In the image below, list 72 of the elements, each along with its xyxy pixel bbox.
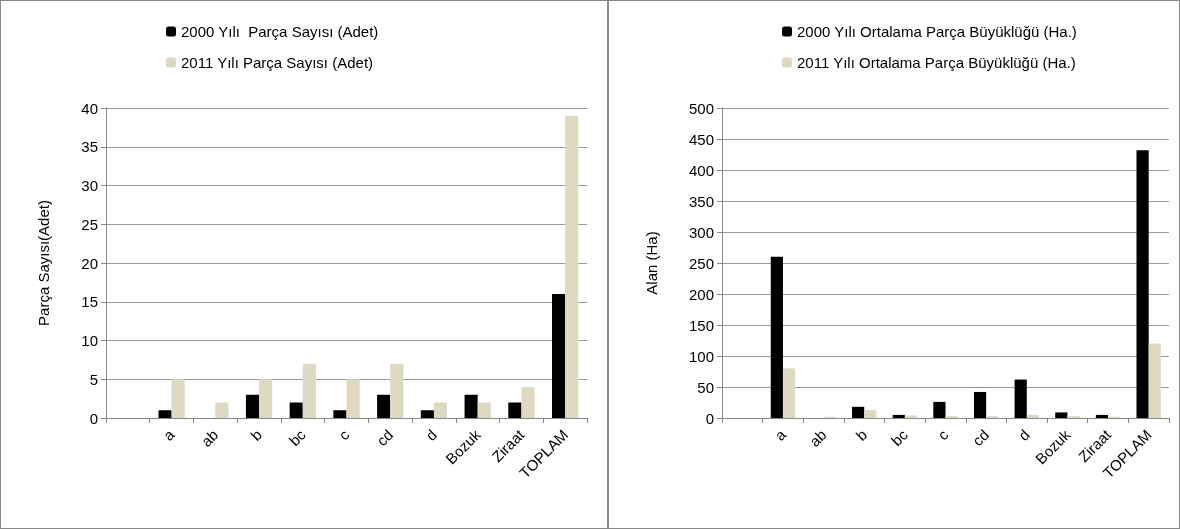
bar (377, 394, 391, 418)
x-tick-label: b (852, 425, 871, 444)
bar (892, 414, 905, 418)
y-tick-label: 5 (89, 370, 98, 388)
x-tick-label: bc (887, 425, 912, 450)
bar (864, 409, 877, 418)
bar (782, 368, 796, 418)
y-tick-label: 100 (688, 347, 714, 365)
bar (333, 410, 347, 418)
y-tick-label: 0 (705, 409, 714, 427)
y-tick-label: 40 (81, 99, 98, 117)
x-tick-label: cd (968, 425, 993, 450)
bar (245, 394, 260, 418)
bar (508, 402, 522, 418)
x-tick-label: b (247, 425, 266, 444)
bar (477, 402, 491, 418)
y-tick-label: 500 (688, 99, 714, 117)
bar (1148, 343, 1161, 418)
y-tick-label: 15 (81, 293, 98, 311)
bar (852, 406, 865, 418)
x-tick-label: a (771, 425, 790, 444)
y-tick-label: 150 (688, 316, 714, 334)
bar (289, 402, 303, 418)
bar (420, 410, 434, 418)
y-axis-title: Parça Sayısı(Adet) (35, 200, 52, 326)
bar (215, 402, 229, 418)
bar (302, 363, 316, 418)
y-axis-title: Alan (Ha) (643, 231, 660, 295)
bar (346, 379, 360, 418)
bar (1136, 150, 1149, 418)
bar (521, 387, 535, 418)
x-tick-label: a (159, 425, 179, 444)
y-tick-label: 350 (688, 192, 714, 210)
y-tick-label: 300 (688, 223, 714, 241)
bar (1055, 412, 1068, 418)
y-tick-label: 50 (697, 378, 714, 396)
bar (1026, 414, 1039, 418)
y-tick-label: 0 (89, 409, 98, 427)
bar (158, 410, 172, 418)
y-tick-label: 450 (688, 130, 714, 148)
bar (1014, 379, 1027, 418)
x-tick-label: ab (197, 425, 222, 450)
legend-label: 2000 Yılı Parça Sayısı (Adet) (181, 23, 379, 40)
x-tick-label: d (422, 425, 440, 444)
bar (433, 402, 448, 418)
x-tick-label: bc (285, 425, 310, 450)
legend-label: 2011 Yılı Ortalama Parça Büyüklüğü (Ha.) (797, 54, 1076, 71)
y-tick-label: 400 (688, 161, 714, 179)
bar (464, 394, 478, 418)
bar (259, 379, 273, 418)
bar (171, 379, 185, 418)
y-tick-label: 20 (81, 254, 98, 272)
bar (1095, 414, 1109, 418)
y-tick-label: 35 (81, 138, 98, 156)
y-tick-label: 250 (688, 254, 714, 272)
legend-label: 2000 Yılı Ortalama Parça Büyüklüğü (Ha.) (797, 23, 1077, 40)
bar (565, 115, 579, 418)
bar (973, 391, 987, 418)
y-tick-label: 200 (688, 285, 714, 303)
x-tick-label: ab (805, 425, 830, 450)
x-tick-label: c (335, 425, 353, 444)
bar (390, 363, 404, 418)
bar (933, 401, 946, 418)
bar (770, 256, 783, 418)
y-tick-label: 30 (81, 177, 98, 194)
y-tick-label: 10 (81, 332, 98, 349)
x-tick-label: c (934, 425, 952, 444)
legend-label: 2011 Yılı Parça Sayısı (Adet) (181, 54, 374, 71)
x-tick-label: d (1014, 425, 1033, 444)
x-tick-label: cd (373, 425, 397, 450)
bar (552, 294, 566, 418)
y-tick-label: 25 (81, 215, 98, 233)
